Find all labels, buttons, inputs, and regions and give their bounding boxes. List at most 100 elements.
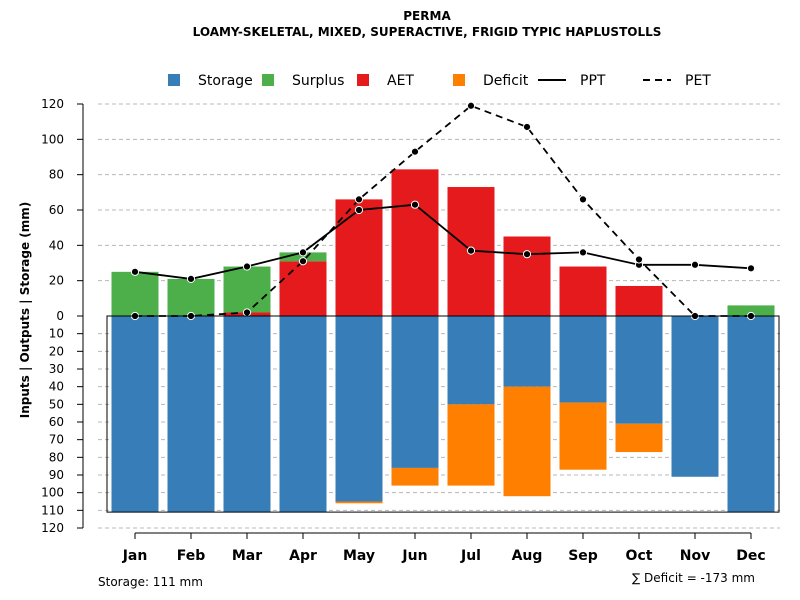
pet-point bbox=[410, 147, 420, 156]
ppt-point bbox=[410, 200, 420, 209]
x-tick-label: Nov bbox=[680, 548, 710, 564]
pet-point bbox=[466, 101, 476, 110]
pet-point bbox=[354, 195, 364, 204]
y-tick-label: 40 bbox=[49, 380, 64, 394]
deficit-bar bbox=[335, 501, 383, 504]
storage-capacity-box bbox=[106, 315, 780, 513]
storage-bar bbox=[391, 316, 439, 468]
storage-bar bbox=[447, 316, 495, 405]
storage-bar bbox=[727, 316, 775, 513]
ppt-point bbox=[746, 264, 756, 273]
storage-bar bbox=[559, 316, 607, 403]
x-tick-label: Aug bbox=[512, 548, 543, 564]
ppt-line bbox=[134, 203, 752, 280]
y-tick-label: 60 bbox=[49, 203, 64, 217]
y-tick-label: 110 bbox=[41, 503, 64, 517]
aet-bar bbox=[559, 266, 607, 316]
ppt-point bbox=[242, 262, 252, 271]
ppt-point bbox=[186, 274, 196, 283]
chart-title: PERMA bbox=[403, 9, 451, 23]
deficit-bar bbox=[503, 386, 551, 497]
deficit-bar bbox=[615, 423, 663, 453]
ppt-point bbox=[298, 248, 308, 257]
surplus-bar bbox=[111, 271, 159, 316]
lines bbox=[130, 101, 756, 321]
x-tick-label: Apr bbox=[289, 548, 317, 564]
legend-label: Surplus bbox=[292, 73, 344, 89]
deficit-note: ∑ Deficit = -173 mm bbox=[632, 571, 755, 585]
y-tick-label: 40 bbox=[49, 238, 64, 252]
pet-point bbox=[298, 257, 308, 266]
aet-bar bbox=[335, 199, 383, 316]
aet-bar bbox=[615, 285, 663, 316]
y-tick-label: 20 bbox=[49, 274, 64, 288]
surplus-bar bbox=[167, 278, 215, 316]
legend-swatch bbox=[168, 74, 180, 86]
ppt-point bbox=[466, 246, 476, 255]
x-tick-label: May bbox=[343, 548, 375, 564]
ppt-point bbox=[578, 248, 588, 257]
pet-point bbox=[242, 308, 252, 317]
x-tick-label: Mar bbox=[232, 548, 262, 564]
legend-label: PPT bbox=[580, 73, 606, 89]
storage-bar bbox=[503, 316, 551, 387]
y-tick-label: 80 bbox=[49, 168, 64, 182]
pet-point bbox=[578, 195, 588, 204]
storage-bar bbox=[615, 316, 663, 424]
y-tick-label: 20 bbox=[49, 344, 64, 358]
x-tick-label: Sep bbox=[568, 548, 598, 564]
axes: 0 20 40 60 80 100 120 10 20 30 40 50 60 70 80 90 100 110 1… bbox=[41, 97, 780, 564]
x-tick-label: Jul bbox=[460, 548, 481, 564]
storage-bar bbox=[223, 316, 271, 513]
surplus-bar bbox=[727, 305, 775, 316]
x-tick-label: Jun bbox=[401, 548, 427, 564]
x-tick-label: Feb bbox=[177, 548, 206, 564]
surplus-bar bbox=[223, 266, 271, 313]
ppt-point bbox=[690, 260, 700, 269]
y-tick-label: 120 bbox=[41, 97, 64, 111]
pet-line bbox=[135, 104, 751, 317]
y-tick-label: 120 bbox=[41, 521, 64, 535]
y-tick-label: 80 bbox=[49, 450, 64, 464]
y-tick-label: 100 bbox=[41, 486, 64, 500]
deficit-bar bbox=[447, 404, 495, 486]
legend-label: AET bbox=[387, 73, 414, 89]
ppt-point bbox=[130, 267, 140, 276]
legend: Storage Surplus AET Deficit PPT PET bbox=[168, 73, 711, 89]
bars bbox=[111, 169, 775, 513]
y-tick-label: 60 bbox=[49, 415, 64, 429]
x-tick-label: Jan bbox=[122, 548, 148, 564]
legend-swatch bbox=[357, 74, 369, 86]
legend-label: Storage bbox=[198, 73, 253, 89]
y-tick-label: 10 bbox=[49, 327, 64, 341]
y-tick-label: 70 bbox=[49, 433, 64, 447]
y-axis-label: Inputs | Outputs | Storage (mm) bbox=[18, 202, 32, 419]
storage-bar bbox=[167, 316, 215, 513]
aet-bar bbox=[279, 261, 327, 316]
pet-point bbox=[634, 255, 644, 264]
storage-note: Storage: 111 mm bbox=[98, 575, 203, 589]
storage-bar bbox=[111, 316, 159, 513]
chart-subtitle: LOAMY-SKELETAL, MIXED, SUPERACTIVE, FRIG… bbox=[193, 25, 662, 39]
storage-bar bbox=[671, 316, 719, 477]
pet-point bbox=[522, 122, 532, 132]
legend-label: PET bbox=[685, 73, 711, 89]
y-tick-label: 90 bbox=[49, 468, 64, 482]
surplus-bar bbox=[279, 252, 327, 262]
y-tick-label: 50 bbox=[49, 397, 64, 411]
ppt-point bbox=[354, 205, 364, 215]
y-tick-label: 30 bbox=[49, 362, 64, 376]
x-tick-label: Dec bbox=[736, 548, 765, 564]
deficit-bar bbox=[391, 467, 439, 486]
legend-label: Deficit bbox=[483, 73, 529, 89]
y-tick-label: 100 bbox=[41, 132, 64, 146]
legend-swatch bbox=[453, 74, 465, 86]
storage-bar bbox=[279, 316, 327, 513]
ppt-point bbox=[522, 250, 532, 259]
legend-swatch bbox=[262, 74, 274, 86]
deficit-bar bbox=[559, 402, 607, 470]
storage-bar bbox=[335, 316, 383, 502]
y-tick-label: 0 bbox=[56, 309, 64, 323]
x-tick-label: Oct bbox=[626, 548, 653, 564]
